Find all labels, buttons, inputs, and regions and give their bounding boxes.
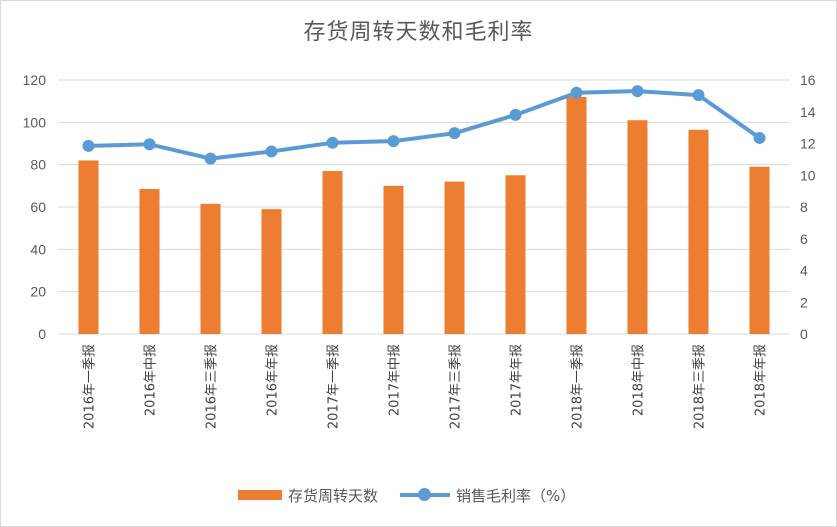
y-left-tick-label: 40 (30, 241, 46, 257)
chart-plot: 0 20 40 60 80 100 120 0 2 4 6 8 10 12 14 16 2016年一季报 2016… (23, 72, 816, 429)
y-left-tick-label: 80 (30, 157, 46, 173)
series-point (82, 139, 95, 152)
y-left-tick-label: 60 (30, 199, 46, 215)
y-left-tick-label: 120 (23, 72, 47, 88)
series-point (570, 86, 583, 99)
y-right-tick-label: 6 (800, 231, 808, 247)
x-tick-label: 2016年一季报 (83, 344, 98, 429)
series-point (387, 135, 400, 148)
bar (627, 120, 648, 334)
y-right-tick-label: 0 (800, 326, 808, 342)
y-left-tick-label: 0 (38, 326, 46, 342)
bar (505, 175, 526, 334)
y-left-tick-label: 20 (30, 284, 46, 300)
series-line (88, 89, 761, 161)
legend-item-gross-margin: 销售毛利率（%） (400, 484, 575, 506)
bar (322, 171, 343, 334)
y-right-tick-label: 2 (800, 294, 808, 310)
series-point (509, 108, 522, 121)
bar (139, 189, 160, 334)
legend-label-inventory-days: 存货周转天数 (288, 486, 379, 505)
series-point (204, 152, 217, 165)
bar (78, 160, 99, 334)
legend-bar-swatch (238, 490, 282, 500)
x-tick-label: 2017年三季报 (449, 344, 464, 429)
chart-title: 存货周转天数和毛利率 (303, 20, 534, 45)
y-left-tick-label: 100 (23, 114, 47, 130)
bar (261, 209, 282, 334)
chart-legend: 存货周转天数 销售毛利率（%） (0, 484, 837, 506)
x-tick-label: 2016年三季报 (205, 344, 220, 429)
x-tick-label: 2018年三季报 (693, 344, 708, 429)
y-right-tick-label: 14 (800, 104, 816, 120)
y-right-tick-label: 8 (800, 199, 808, 215)
series-point (326, 136, 339, 149)
series-point (143, 138, 156, 151)
bar (749, 166, 770, 334)
bar (688, 129, 709, 334)
x-tick-label: 2017年中报 (388, 344, 403, 416)
series-point (692, 89, 705, 102)
series-point (631, 85, 644, 98)
x-tick-label: 2017年年报 (510, 344, 525, 416)
series-point (265, 145, 278, 158)
y-right-tick-label: 16 (800, 72, 816, 88)
series-point (753, 131, 766, 144)
bar (200, 203, 221, 334)
x-tick-label: 2018年中报 (632, 344, 647, 416)
series-point (448, 127, 461, 140)
x-tick-label: 2016年年报 (266, 344, 281, 416)
y-right-tick-label: 10 (800, 167, 816, 183)
legend-label-gross-margin: 销售毛利率（%） (456, 486, 576, 505)
x-tick-label: 2016年中报 (144, 344, 159, 416)
bar (566, 96, 587, 334)
legend-item-inventory-days: 存货周转天数 (238, 484, 378, 506)
y-right-tick-label: 4 (800, 263, 808, 279)
x-tick-label: 2018年一季报 (571, 344, 586, 429)
bar (444, 181, 465, 334)
bar (383, 185, 404, 334)
x-tick-label: 2018年年报 (754, 344, 769, 416)
y-right-tick-label: 12 (800, 136, 816, 152)
legend-line-swatch (400, 484, 450, 506)
x-tick-label: 2017年一季报 (327, 344, 342, 429)
